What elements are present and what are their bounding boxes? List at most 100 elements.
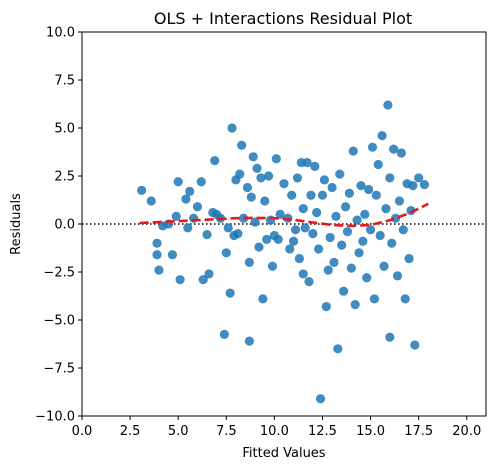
x-tick-label: 2.5 [120, 424, 141, 439]
data-point [137, 185, 147, 195]
data-point [344, 188, 355, 198]
data-point [314, 244, 324, 254]
data-point [385, 173, 395, 183]
x-tick-label: 0.0 [72, 424, 93, 439]
x-tick-label: 12.5 [308, 424, 337, 439]
y-axis: 10.0 7.5 5.0 2.5 0.0 −2.5 −5.0 −7.5 −10.0 [35, 26, 82, 425]
data-point [321, 301, 331, 312]
data-point [246, 192, 256, 202]
y-tick-label: 0.0 [54, 218, 75, 233]
y-tick-label: −2.5 [43, 266, 75, 281]
data-point [167, 250, 178, 260]
data-point [315, 394, 326, 404]
data-point [369, 294, 380, 304]
data-point [181, 194, 191, 204]
data-point [333, 344, 343, 354]
data-point [389, 144, 399, 154]
x-tick-label: 7.5 [216, 424, 237, 439]
data-point [219, 329, 229, 339]
data-point [394, 196, 405, 206]
data-point [171, 211, 181, 221]
data-point [367, 142, 378, 152]
x-tick-label: 15.0 [356, 424, 385, 439]
data-point [210, 156, 220, 166]
data-point [233, 229, 243, 239]
data-point [354, 248, 364, 258]
data-point [383, 100, 393, 110]
data-point [375, 230, 385, 241]
trend-line [139, 202, 429, 228]
data-point [294, 253, 304, 264]
data-point [404, 253, 414, 264]
data-point [287, 190, 297, 200]
data-point [252, 163, 262, 173]
data-point [339, 286, 349, 296]
data-point [419, 180, 430, 190]
data-point [319, 175, 329, 185]
y-tick-label: −7.5 [43, 362, 75, 377]
data-point [365, 225, 376, 235]
data-point [254, 242, 264, 252]
data-point [350, 300, 360, 310]
data-point [225, 288, 235, 298]
data-point [356, 181, 366, 191]
x-axis-label: Fitted Values [242, 446, 325, 461]
data-point [392, 271, 403, 281]
data-point [304, 277, 314, 287]
data-point [285, 244, 295, 254]
data-point [248, 152, 258, 162]
data-point [290, 225, 301, 235]
data-point [275, 209, 285, 219]
y-tick-label: −10.0 [35, 410, 75, 425]
data-point [377, 131, 387, 141]
data-point [360, 209, 370, 219]
data-point [381, 204, 391, 214]
data-point [352, 215, 362, 225]
data-point [279, 179, 289, 189]
data-point [242, 182, 253, 193]
data-point [327, 182, 337, 193]
data-point [308, 229, 318, 239]
data-point [371, 190, 381, 200]
data-point [258, 294, 268, 304]
data-point [221, 248, 231, 258]
data-point [202, 229, 212, 240]
x-tick-label: 10.0 [260, 424, 289, 439]
data-point [364, 184, 374, 195]
data-point [325, 232, 335, 243]
x-tick-label: 20.0 [452, 424, 481, 439]
data-point [264, 171, 274, 181]
data-point [414, 173, 424, 183]
data-point [331, 211, 341, 221]
data-point [298, 269, 308, 279]
y-tick-label: 10.0 [46, 26, 75, 41]
x-tick-label: 5.0 [168, 424, 189, 439]
data-point [223, 223, 233, 233]
data-point [175, 275, 185, 285]
data-point [256, 173, 266, 183]
data-point [329, 257, 339, 267]
data-point [385, 332, 395, 342]
data-point [398, 225, 408, 235]
data-point [152, 238, 162, 248]
data-point [400, 294, 410, 304]
data-point [292, 173, 303, 183]
data-point [146, 196, 156, 206]
data-point [250, 217, 260, 227]
data-point [152, 250, 162, 260]
x-tick-label: 17.5 [404, 424, 433, 439]
data-point [260, 196, 270, 206]
data-point [302, 157, 312, 168]
data-point [183, 223, 193, 233]
data-point [379, 261, 389, 271]
y-tick-label: 7.5 [54, 74, 75, 89]
data-point [273, 234, 283, 244]
data-point [267, 261, 278, 271]
y-tick-label: 5.0 [54, 122, 75, 137]
data-point [340, 202, 351, 212]
data-point [408, 181, 418, 191]
data-point [235, 169, 245, 179]
data-point [154, 265, 164, 275]
data-point [262, 234, 272, 244]
